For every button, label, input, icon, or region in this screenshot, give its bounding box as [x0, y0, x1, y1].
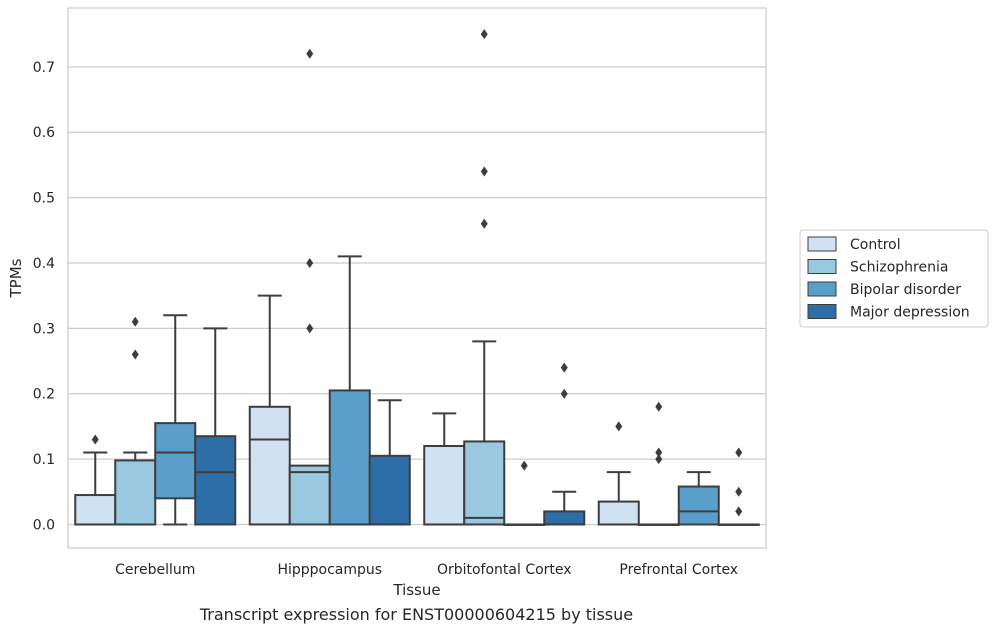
box [154, 314, 197, 526]
y-tick-label: 0.7 [33, 60, 55, 76]
outlier-point [131, 316, 139, 327]
outlier-point [131, 349, 139, 360]
outlier-point [560, 362, 568, 373]
box-body [74, 494, 117, 526]
legend-frame [799, 229, 989, 328]
outlier-point [306, 323, 314, 334]
y-tick-label: 0.5 [33, 191, 55, 207]
box-body [543, 510, 586, 526]
box [288, 48, 331, 526]
box [597, 421, 640, 526]
box-body [114, 459, 157, 526]
outlier-point [735, 486, 743, 497]
box [114, 316, 157, 526]
boxes-layer [74, 29, 760, 526]
outlier-point [306, 48, 314, 59]
x-axis-ticks: Cerebellum Hipppocampus Orbitofontal Corte… [115, 562, 738, 578]
outlier-point [655, 447, 663, 458]
box-body [248, 405, 291, 526]
x-axis-label: Tissue [392, 581, 440, 599]
box [717, 447, 760, 526]
legend-label: Major depression [850, 305, 970, 321]
legend-swatch [807, 236, 837, 252]
box [543, 362, 586, 526]
box-body [154, 422, 197, 500]
chart-caption: Transcript expression for ENST0000060421… [199, 605, 634, 624]
box-body [463, 440, 506, 526]
x-tick-label: Hipppocampus [277, 562, 382, 578]
x-tick-label: Prefrontal Cortex [619, 562, 738, 578]
legend: Control Schizophrenia Bipolar disorder Majo… [799, 229, 989, 328]
box [423, 412, 466, 526]
box-body [423, 445, 466, 526]
box [248, 294, 291, 526]
y-axis-label: TPMs [7, 258, 25, 298]
legend-label: Bipolar disorder [850, 282, 961, 298]
outlier-point [480, 29, 488, 40]
legend-label: Control [850, 237, 901, 253]
outlier-point [735, 506, 743, 517]
outlier-point [480, 166, 488, 177]
y-tick-label: 0.3 [33, 321, 55, 337]
box-body [194, 435, 237, 526]
outlier-point [520, 460, 528, 471]
box-body [597, 500, 640, 526]
box-body [368, 454, 411, 526]
x-tick-label: Orbitofontal Cortex [437, 562, 572, 578]
y-tick-label: 0.4 [33, 256, 55, 272]
box-body [328, 389, 371, 526]
box [74, 434, 117, 526]
y-tick-label: 0.1 [33, 452, 55, 468]
outlier-point [91, 434, 99, 445]
box [637, 401, 680, 526]
y-tick-label: 0.6 [33, 125, 55, 141]
y-tick-label: 0.0 [33, 517, 55, 533]
box-body [677, 485, 720, 526]
outlier-point [560, 388, 568, 399]
box [328, 255, 371, 526]
outlier-point [615, 421, 623, 432]
x-tick-label: Cerebellum [115, 562, 195, 578]
box [194, 327, 237, 526]
legend-swatch [807, 259, 837, 274]
outlier-point [735, 447, 743, 458]
box [463, 29, 506, 526]
y-tick-label: 0.2 [33, 387, 55, 403]
outlier-point [655, 454, 663, 465]
legend-swatch [807, 281, 837, 297]
plot-frame [67, 7, 767, 549]
y-axis-ticks: 0.0 0.1 0.2 0.3 0.4 0.5 0.6 0.7 [33, 60, 55, 534]
outlier-point [480, 218, 488, 229]
outlier-point [306, 257, 314, 268]
box [677, 471, 720, 526]
legend-label: Schizophrenia [850, 260, 948, 276]
outlier-point [655, 401, 663, 412]
box-body [288, 464, 331, 526]
box [368, 399, 411, 526]
box [503, 460, 546, 526]
legend-swatch [807, 304, 837, 319]
